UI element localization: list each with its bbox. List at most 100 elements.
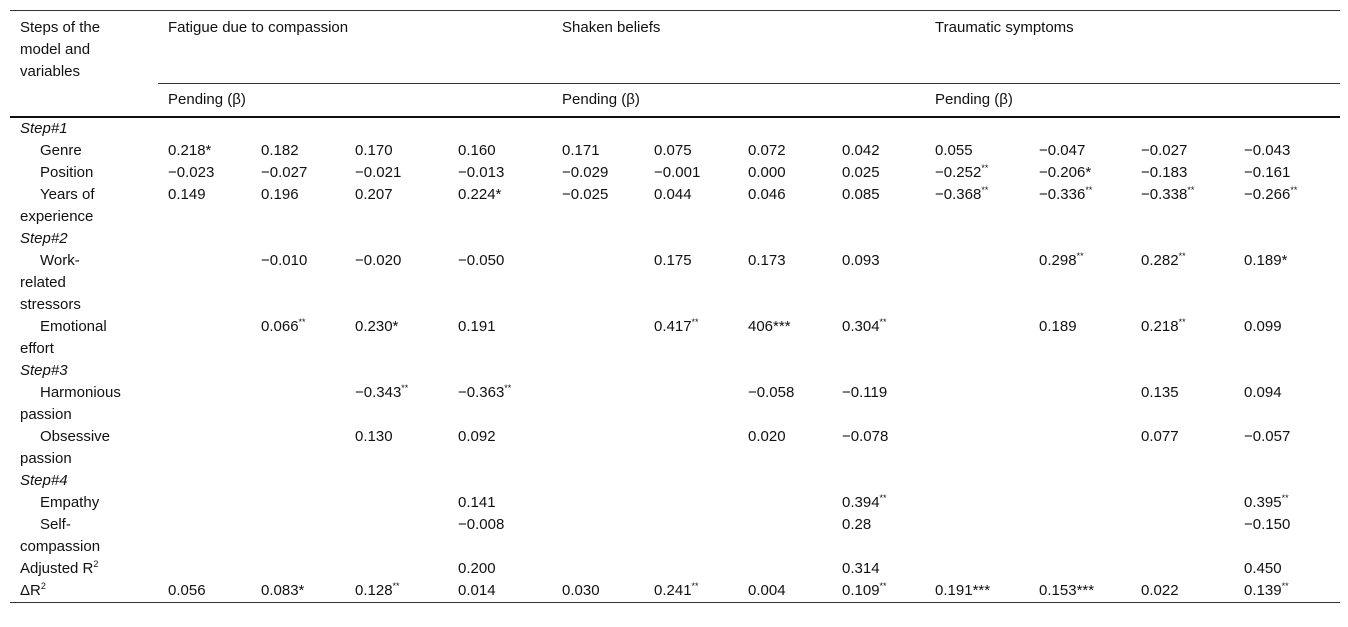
value-cell: 0.282** — [1131, 250, 1234, 316]
cell-text: 0.28 — [842, 516, 872, 533]
value-cell: −0.008 — [448, 514, 552, 558]
value-cell: 0.191 — [448, 316, 552, 360]
cell-text: 0.417 — [654, 318, 692, 335]
value-cell: −0.266** — [1234, 184, 1340, 228]
cell-text: 0.077 — [1141, 428, 1179, 445]
cell-text: 0.241 — [654, 582, 692, 599]
cell-text: Self-compassion — [20, 516, 101, 555]
value-cell — [1029, 514, 1131, 558]
table-row: Step#2 — [10, 228, 1340, 250]
value-cell — [552, 316, 644, 360]
value-cell — [1131, 492, 1234, 514]
cell-text: 0.314 — [842, 560, 880, 577]
cell-text: 0.191 — [458, 318, 496, 335]
table-row: Adjusted R2 0.200 0.314 0.450 — [10, 558, 1340, 580]
value-cell — [738, 558, 832, 580]
cell-text: 0.282 — [1141, 252, 1179, 269]
cell-text: −0.008 — [458, 516, 505, 533]
cell-text: 0.093 — [842, 252, 880, 269]
row-label: Genre — [10, 140, 158, 162]
cell-text: 0.218 — [1141, 318, 1179, 335]
value-cell: −0.013 — [448, 162, 552, 184]
cell-text: −0.025 — [562, 186, 609, 203]
superscript: ** — [392, 581, 400, 591]
cell-text: −0.023 — [168, 164, 215, 181]
cell-text: 0.083* — [261, 582, 305, 599]
value-cell: 0.171 — [552, 140, 644, 162]
value-cell: −0.363** — [448, 382, 552, 426]
value-cell: 0.170 — [345, 140, 448, 162]
cell-text: −0.183 — [1141, 164, 1188, 181]
table-row: Work-related stressors −0.010 −0.020 −0.050… — [10, 250, 1340, 316]
value-cell — [158, 382, 251, 426]
value-cell — [644, 514, 738, 558]
cell-text: 0.030 — [562, 582, 600, 599]
value-cell: 0.230* — [345, 316, 448, 360]
value-cell — [644, 382, 738, 426]
superscript: 2 — [93, 559, 99, 569]
value-cell: −0.338** — [1131, 184, 1234, 228]
cell-text: 0.207 — [355, 186, 393, 203]
value-cell: 0.077 — [1131, 426, 1234, 470]
value-cell — [552, 492, 644, 514]
cell-text: 0.304 — [842, 318, 880, 335]
value-cell — [552, 250, 644, 316]
superscript: ** — [1178, 251, 1186, 261]
cell-text: −0.001 — [654, 164, 701, 181]
cell-text: Adjusted R — [20, 560, 94, 577]
value-cell: −0.020 — [345, 250, 448, 316]
group-subheader: Pending (β) — [168, 91, 246, 108]
superscript: ** — [981, 163, 989, 173]
cell-text: ΔR — [20, 582, 41, 599]
value-cell — [644, 492, 738, 514]
value-cell: 0.044 — [644, 184, 738, 228]
value-cell: −0.206* — [1029, 162, 1131, 184]
value-cell — [251, 492, 345, 514]
superscript: 2 — [40, 581, 46, 591]
value-cell — [158, 250, 251, 316]
cell-text: Years of experience — [20, 186, 95, 225]
superscript: ** — [298, 317, 306, 327]
value-cell: −0.050 — [448, 250, 552, 316]
row-label: Self-compassion — [10, 514, 158, 558]
cell-text: −0.161 — [1244, 164, 1291, 181]
table-row: Position −0.023 −0.027 −0.021 −0.013 −0.029 −0… — [10, 162, 1340, 184]
cell-text: 0.182 — [261, 142, 299, 159]
cell-text: −0.027 — [1141, 142, 1188, 159]
cell-text: −0.206* — [1039, 164, 1092, 181]
cell-text: −0.058 — [748, 384, 795, 401]
value-cell: 0.072 — [738, 140, 832, 162]
value-cell — [1029, 426, 1131, 470]
superscript: ** — [981, 185, 989, 195]
value-cell: 0.218* — [158, 140, 251, 162]
cell-text: −0.266 — [1244, 186, 1291, 203]
group-header: Shaken beliefs — [552, 10, 926, 84]
cell-text: −0.368 — [935, 186, 982, 203]
value-cell: −0.027 — [1131, 140, 1234, 162]
value-cell: −0.025 — [552, 184, 644, 228]
value-cell: 0.094 — [1234, 382, 1340, 426]
value-cell: −0.057 — [1234, 426, 1340, 470]
value-cell: 0.055 — [925, 140, 1029, 162]
value-cell — [1029, 492, 1131, 514]
cell-text: 0.149 — [168, 186, 206, 203]
cell-text: −0.252 — [935, 164, 982, 181]
cell-text: 0.130 — [355, 428, 393, 445]
table-row: Step#3 — [10, 360, 1340, 382]
value-cell — [925, 382, 1029, 426]
value-cell: 0.135 — [1131, 382, 1234, 426]
superscript: ** — [691, 581, 699, 591]
cell-text: −0.336 — [1039, 186, 1086, 203]
value-cell: −0.023 — [158, 162, 251, 184]
value-cell — [644, 558, 738, 580]
value-cell — [925, 426, 1029, 470]
value-cell — [552, 426, 644, 470]
section-label: Step#3 — [20, 362, 68, 379]
superscript: ** — [1281, 581, 1289, 591]
value-cell — [644, 426, 738, 470]
value-cell: 0.189* — [1234, 250, 1340, 316]
cell-text: 0.042 — [842, 142, 880, 159]
cell-text: 0.173 — [748, 252, 786, 269]
superscript: ** — [504, 383, 512, 393]
value-cell — [552, 382, 644, 426]
